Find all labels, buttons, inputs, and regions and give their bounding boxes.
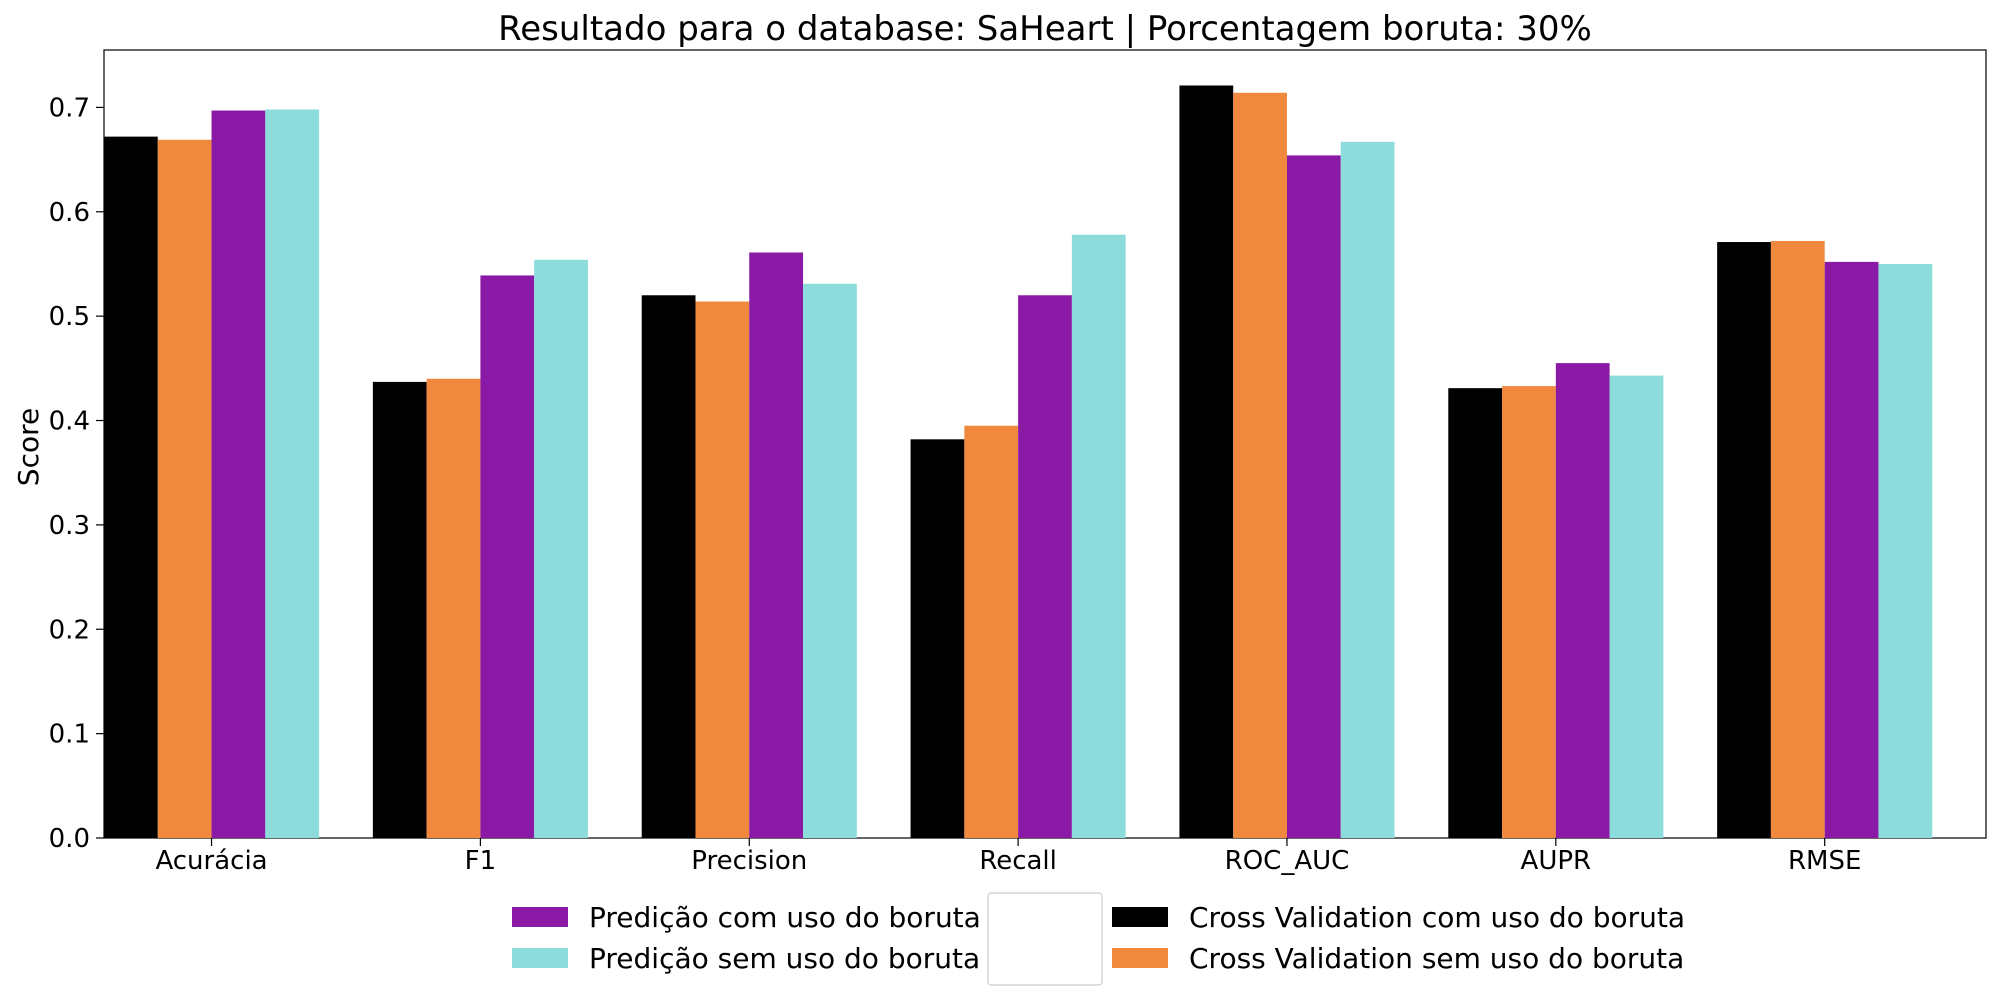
bar-precision-series-1: [695, 301, 750, 838]
bar-precision-series-3: [803, 283, 857, 838]
y-tick-label: 0.4: [49, 407, 90, 437]
bar-rmse-series-2: [1824, 261, 1879, 839]
bar-acur-cia-series-3: [265, 109, 320, 838]
bar-f1-series-1: [426, 378, 481, 838]
bar-rmse-series-3: [1878, 263, 1933, 838]
bar-roc-auc-series-0: [1179, 85, 1234, 839]
x-axis-ticks: Acurácia F1 Precision Recall ROC_AUC AUPR RMSE: [155, 838, 1861, 876]
bar-recall-series-3: [1071, 234, 1126, 838]
bar-acur-cia-series-1: [157, 139, 212, 839]
legend-label: Predição sem uso do boruta: [589, 942, 980, 975]
x-tick-label: F1: [465, 846, 497, 876]
bar-aupr-series-1: [1502, 386, 1556, 838]
legend-label: Cross Validation com uso do boruta: [1189, 901, 1685, 934]
bar-recall-series-2: [1018, 295, 1072, 839]
legend-swatch: [512, 907, 568, 927]
bar-roc-auc-series-1: [1233, 92, 1287, 838]
bars-group: [104, 85, 1933, 839]
y-tick-label: 0.0: [49, 824, 90, 854]
bar-f1-series-0: [372, 381, 427, 838]
legend-label: Cross Validation sem uso do boruta: [1189, 942, 1684, 975]
y-axis-label: Score: [12, 408, 45, 486]
legend-swatch: [1112, 907, 1168, 927]
y-tick-label: 0.1: [49, 720, 90, 750]
bar-rmse-series-0: [1717, 242, 1771, 839]
bar-precision-series-0: [641, 295, 696, 839]
bar-rmse-series-1: [1770, 240, 1825, 839]
legend-swatch: [512, 948, 568, 968]
chart-title: Resultado para o database: SaHeart | Por…: [498, 9, 1592, 49]
legend: Predição com uso do boruta Predição sem u…: [512, 892, 1685, 986]
y-tick-label: 0.7: [49, 93, 90, 123]
y-axis-ticks: 0.0 0.1 0.2 0.3 0.4 0.5 0.6 0.7: [49, 93, 104, 854]
x-tick-label: AUPR: [1521, 846, 1592, 876]
bar-recall-series-1: [964, 425, 1019, 838]
y-tick-label: 0.5: [49, 302, 90, 332]
legend-label: Predição com uso do boruta: [589, 901, 981, 934]
y-tick-label: 0.3: [49, 511, 90, 541]
bar-acur-cia-series-0: [104, 136, 158, 838]
bar-f1-series-2: [480, 275, 535, 839]
bar-aupr-series-3: [1609, 375, 1664, 838]
bar-recall-series-0: [910, 439, 965, 838]
legend-empty-box: [987, 892, 1103, 986]
y-tick-label: 0.2: [49, 615, 90, 645]
bar-precision-series-2: [749, 252, 804, 838]
bar-acur-cia-series-2: [211, 110, 266, 839]
x-tick-label: RMSE: [1788, 846, 1861, 876]
legend-swatch: [1112, 948, 1168, 968]
x-tick-label: ROC_AUC: [1225, 846, 1350, 876]
y-tick-label: 0.6: [49, 198, 90, 228]
bar-roc-auc-series-2: [1286, 155, 1341, 839]
bar-roc-auc-series-3: [1340, 141, 1395, 838]
bar-aupr-series-2: [1555, 363, 1610, 838]
x-tick-label: Recall: [979, 846, 1057, 876]
bar-aupr-series-0: [1448, 388, 1503, 838]
x-tick-label: Acurácia: [155, 846, 267, 876]
x-tick-label: Precision: [691, 846, 807, 876]
bar-f1-series-3: [534, 259, 588, 839]
